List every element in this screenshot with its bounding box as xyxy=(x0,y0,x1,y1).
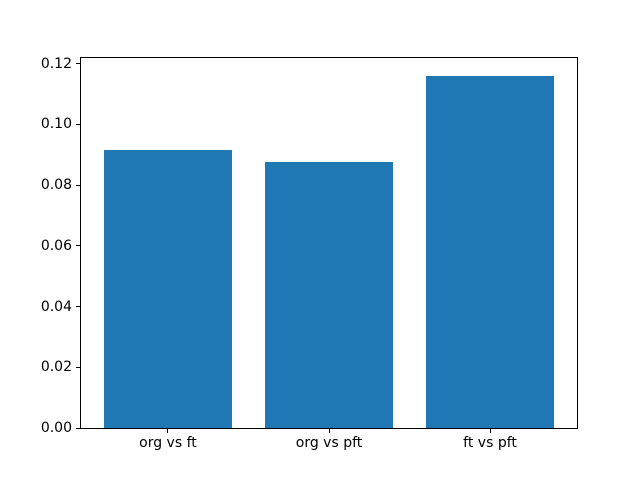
y-tick-label: 0.08 xyxy=(40,177,72,194)
x-tick-label: org vs ft xyxy=(139,435,197,451)
bar-org-vs-ft xyxy=(103,150,233,428)
plot-area xyxy=(80,57,578,429)
y-tick-label: 0.04 xyxy=(40,298,72,315)
y-tick-label: 0.12 xyxy=(40,55,72,72)
y-tick-mark xyxy=(76,63,80,65)
y-tick-mark xyxy=(76,245,80,247)
y-tick-mark xyxy=(76,366,80,368)
bar-ft-vs-pft xyxy=(425,75,555,428)
x-tick-label: org vs pft xyxy=(295,435,363,451)
x-tick-label: ft vs pft xyxy=(463,435,517,451)
y-tick-label: 0.06 xyxy=(40,237,72,254)
y-tick-mark xyxy=(76,306,80,308)
y-tick-mark xyxy=(76,184,80,186)
x-tick-mark xyxy=(489,429,491,433)
y-tick-mark xyxy=(76,123,80,125)
y-tick-label: 0.10 xyxy=(40,116,72,133)
x-tick-mark xyxy=(328,429,330,433)
bar-org-vs-pft xyxy=(264,161,394,428)
x-tick-mark xyxy=(167,429,169,433)
y-tick-label: 0.00 xyxy=(40,420,72,436)
y-tick-mark xyxy=(76,427,80,429)
y-tick-label: 0.02 xyxy=(40,359,72,376)
